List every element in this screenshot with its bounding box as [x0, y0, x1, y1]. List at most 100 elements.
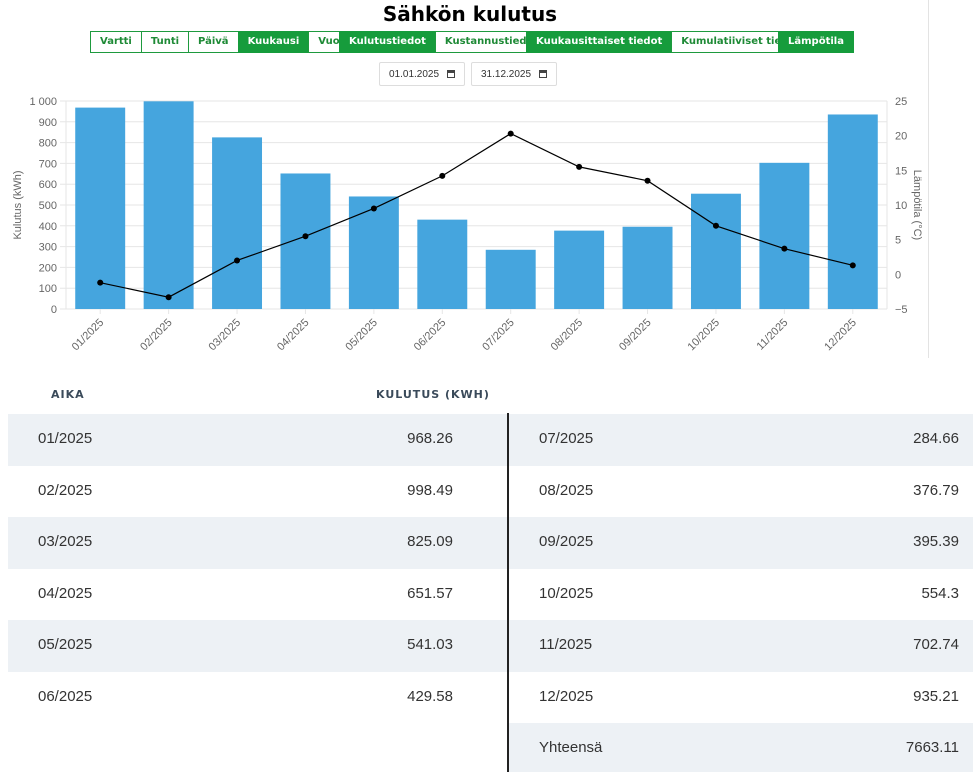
temperature-point [165, 294, 172, 301]
left-tick-label: 600 [39, 179, 57, 191]
view-button-kuukausittaiset-tiedot[interactable]: Kuukausittaiset tiedot [526, 31, 673, 53]
right-axis-label: Lämpötila (°C) [911, 170, 923, 240]
temperature-point [712, 222, 719, 229]
table-row: 03/2025 825.09 [8, 517, 507, 569]
right-tick-label: 20 [895, 131, 907, 143]
panel-divider [928, 0, 929, 358]
chart-grid [60, 100, 888, 310]
right-tick-label: 15 [895, 165, 907, 177]
table-row: 09/2025 395.39 [509, 517, 973, 569]
temperature-point [234, 257, 241, 264]
bar [622, 226, 673, 309]
table-header-time: AIKA [51, 388, 85, 401]
table-header-consumption: KULUTUS (KWH) [376, 388, 490, 401]
table-row: 10/2025 554.3 [509, 569, 973, 621]
row-time: 01/2025 [38, 430, 93, 447]
table-row: 04/2025 651.57 [8, 569, 507, 621]
calendar-icon[interactable] [447, 70, 455, 78]
view-mode-button-group: Kuukausittaiset tiedot Kumulatiiviset tie… [526, 31, 811, 53]
temperature-point [644, 177, 651, 184]
period-button-kuukausi[interactable]: Kuukausi [237, 31, 310, 53]
x-tick-label: 11/2025 [754, 317, 790, 353]
period-button-päivä[interactable]: Päivä [188, 31, 239, 53]
temperature-button-group: Lämpötila [778, 31, 854, 53]
start-date-input[interactable]: 01.01.2025 [379, 62, 465, 86]
left-tick-label: 100 [39, 283, 57, 295]
x-tick-label: 02/2025 [138, 317, 175, 354]
end-date-value: 31.12.2025 [481, 69, 532, 80]
bar [485, 249, 536, 309]
left-tick-label: 0 [51, 304, 57, 316]
data-button-kulutustiedot[interactable]: Kulutustiedot [339, 31, 436, 53]
temperature-point [849, 262, 856, 269]
row-consumption: 702.74 [913, 636, 959, 653]
table-row: 06/2025 429.58 [8, 672, 507, 724]
row-consumption: 998.49 [407, 481, 453, 499]
table-row: 01/2025 968.26 [8, 414, 507, 466]
bar [690, 193, 741, 309]
left-tick-label: 200 [39, 262, 57, 274]
bar [554, 230, 605, 309]
bar [75, 107, 126, 309]
left-tick-label: 400 [39, 221, 57, 233]
x-axis-ticks: 01/2025 02/2025 03/2025 04/2025 05/2025 06/20… [70, 309, 859, 353]
x-tick-label: 08/2025 [549, 317, 586, 354]
row-consumption: 541.03 [407, 636, 453, 653]
calendar-icon[interactable] [539, 70, 547, 78]
row-time: 03/2025 [38, 533, 93, 550]
left-tick-label: 1 000 [29, 96, 57, 108]
temperature-point [576, 163, 583, 170]
right-tick-label: 25 [895, 96, 907, 108]
table-row: 12/2025 935.21 [509, 672, 973, 724]
total-label: Yhteensä [539, 739, 603, 756]
x-tick-label: 05/2025 [343, 317, 380, 354]
consumption-chart: 0 100 200 300 400 500 600 700 800 900 1 000 −5 0 5 10… [12, 96, 923, 353]
right-tick-label: 0 [895, 269, 901, 281]
period-button-group: Vartti Tunti Päivä Kuukausi Vuosi [90, 31, 360, 53]
x-tick-label: 01/2025 [70, 317, 107, 354]
row-consumption: 968.26 [407, 430, 453, 447]
period-button-tunti[interactable]: Tunti [140, 31, 190, 53]
right-tick-label: 5 [895, 235, 901, 247]
bar [143, 101, 194, 309]
bar [827, 114, 878, 309]
row-consumption: 554.3 [921, 584, 959, 602]
row-consumption: 395.39 [913, 533, 959, 550]
row-consumption: 651.57 [407, 584, 453, 602]
row-consumption: 376.79 [913, 481, 959, 499]
table-row: 05/2025 541.03 [8, 620, 507, 672]
temperature-point [507, 130, 514, 137]
table-divider [507, 413, 509, 772]
right-tick-label: −5 [895, 304, 908, 316]
table-total-row: Yhteensä 7663.11 [509, 723, 973, 772]
start-date-value: 01.01.2025 [389, 69, 440, 80]
end-date-input[interactable]: 31.12.2025 [471, 62, 557, 86]
left-tick-label: 800 [39, 138, 57, 150]
temperature-point [781, 245, 788, 252]
row-consumption: 825.09 [407, 533, 453, 550]
bar [417, 219, 468, 309]
x-tick-label: 09/2025 [617, 317, 654, 354]
left-tick-label: 500 [39, 200, 57, 212]
table-row: 07/2025 284.66 [509, 414, 973, 466]
left-axis-ticks: 0 100 200 300 400 500 600 700 800 900 1 000 [29, 96, 57, 316]
left-tick-label: 900 [39, 117, 57, 129]
row-time: 02/2025 [38, 481, 93, 499]
temperature-line [97, 130, 856, 301]
row-time: 07/2025 [539, 430, 594, 447]
temperature-point [439, 172, 446, 179]
row-time: 09/2025 [539, 533, 594, 550]
period-button-vartti[interactable]: Vartti [90, 31, 142, 53]
temperature-point [370, 205, 377, 212]
data-type-button-group: Kulutustiedot Kustannustiedot [339, 31, 549, 53]
row-consumption: 284.66 [913, 430, 959, 447]
left-tick-label: 700 [39, 158, 57, 170]
x-tick-label: 07/2025 [480, 317, 517, 354]
x-tick-label: 03/2025 [207, 317, 244, 354]
temperature-toggle-button[interactable]: Lämpötila [778, 31, 854, 53]
row-consumption: 429.58 [407, 687, 453, 705]
x-tick-label: 04/2025 [275, 317, 312, 354]
table-row: 02/2025 998.49 [8, 466, 507, 518]
bar [212, 137, 263, 309]
bar [759, 162, 810, 309]
